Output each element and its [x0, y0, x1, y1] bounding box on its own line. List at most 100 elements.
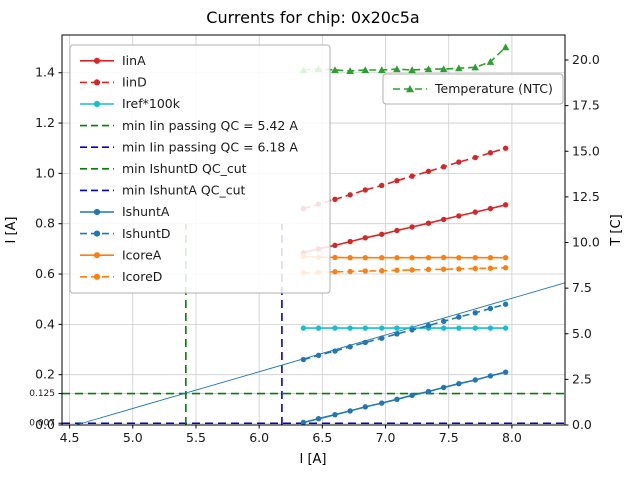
legend-swatch-marker — [93, 208, 101, 216]
marker-circle — [315, 416, 322, 422]
y2-tick-label: 7.5 — [572, 280, 592, 295]
marker-triangle — [439, 65, 448, 73]
marker-circle — [362, 339, 369, 346]
marker-circle — [332, 325, 338, 331]
marker-triangle — [501, 43, 510, 51]
marker-circle — [487, 305, 494, 312]
marker-circle — [379, 335, 385, 341]
marker-circle — [347, 268, 353, 275]
marker-circle — [347, 238, 353, 245]
series-icorea — [300, 253, 509, 261]
marker-circle — [472, 325, 478, 331]
marker-triangle — [377, 66, 386, 74]
marker-circle — [409, 267, 415, 273]
y-tick-label: 0.4 — [35, 316, 55, 331]
legend-label: IshuntD — [122, 226, 171, 241]
marker-triangle — [486, 58, 495, 65]
y2-tick-label: 10.0 — [572, 235, 600, 250]
legend-swatch-marker — [406, 85, 414, 93]
marker-circle — [315, 325, 322, 331]
marker-circle — [347, 192, 353, 198]
marker-circle — [332, 196, 338, 203]
marker-circle — [394, 254, 400, 261]
marker-circle — [456, 254, 462, 261]
x-tick-label: 7.5 — [439, 430, 459, 445]
marker-triangle — [471, 63, 480, 71]
y2-tick-label: 12.5 — [572, 189, 600, 204]
marker-circle — [472, 265, 478, 272]
marker-circle — [409, 173, 415, 179]
x-axis-label: I [A] — [299, 452, 326, 467]
marker-circle — [347, 254, 353, 261]
y-tick-label: 1.2 — [35, 115, 55, 130]
marker-circle — [472, 154, 478, 161]
y-tick-label: 1.0 — [35, 165, 55, 180]
marker-circle — [332, 269, 338, 275]
plot-border — [61, 34, 566, 426]
marker-circle — [362, 268, 369, 274]
series-iref-100k — [300, 325, 509, 331]
y-tick-label: 0.6 — [35, 266, 55, 281]
marker-circle — [379, 254, 385, 261]
y2-tick-label: 5.0 — [572, 326, 592, 341]
marker-circle — [315, 352, 322, 359]
marker-circle — [502, 265, 509, 271]
marker-circle — [472, 209, 478, 215]
marker-circle — [379, 182, 385, 189]
series-temperature-ntc — [299, 43, 510, 74]
legend-swatch-marker — [93, 230, 101, 237]
right-axis-label: T [C] — [609, 214, 624, 246]
marker-circle — [332, 348, 338, 354]
marker-circle — [394, 331, 400, 337]
legend-main-item: IshuntA — [80, 204, 170, 219]
legend-main-item: IinD — [80, 75, 147, 90]
marker-circle — [425, 388, 432, 395]
marker-triangle — [361, 66, 370, 74]
chart-title: Currents for chip: 0x20c5a — [206, 8, 419, 27]
marker-circle — [362, 404, 369, 410]
marker-circle — [425, 254, 432, 261]
marker-circle — [502, 301, 509, 307]
legend-label: min Iin passing QC = 6.18 A — [122, 139, 298, 154]
series-iind — [300, 145, 509, 212]
marker-circle — [347, 344, 353, 350]
y-tick-label: 0.0 — [35, 417, 55, 432]
marker-circle — [440, 164, 447, 170]
legend-box — [69, 44, 331, 294]
marker-circle — [362, 325, 369, 331]
legend-main-item: min IshuntA QC_cut — [80, 183, 246, 198]
legend-label: Temperature (NTC) — [434, 81, 553, 96]
marker-circle — [332, 242, 338, 249]
legend-label: IcoreD — [122, 269, 162, 284]
x-tick-label: 5.0 — [123, 430, 143, 445]
legend-label: min IshuntA QC_cut — [122, 183, 246, 198]
marker-circle — [440, 318, 447, 325]
marker-circle — [440, 325, 447, 331]
y-tick-label: 0.125 — [29, 389, 55, 399]
marker-circle — [394, 396, 400, 403]
x-tick-label: 7.0 — [376, 430, 396, 445]
marker-circle — [425, 266, 432, 273]
marker-triangle — [424, 65, 433, 73]
marker-circle — [425, 220, 432, 226]
y-tick-label: 0.8 — [35, 216, 55, 231]
legend-main-item: IcoreD — [80, 269, 162, 284]
marker-circle — [487, 265, 494, 271]
marker-circle — [409, 254, 415, 261]
marker-circle — [456, 381, 462, 387]
marker-circle — [362, 187, 369, 193]
y-tick-label: 1.4 — [35, 65, 55, 80]
marker-circle — [502, 254, 509, 261]
series-ishunta — [300, 369, 509, 426]
marker-circle — [394, 325, 400, 331]
marker-circle — [379, 325, 385, 331]
marker-circle — [472, 254, 478, 261]
series-iina — [300, 202, 509, 256]
x-tick-label: 6.5 — [312, 430, 332, 445]
marker-circle — [300, 356, 307, 363]
marker-circle — [332, 411, 338, 418]
legend-main-item: Iref*100k — [80, 96, 181, 111]
marker-circle — [300, 325, 307, 331]
